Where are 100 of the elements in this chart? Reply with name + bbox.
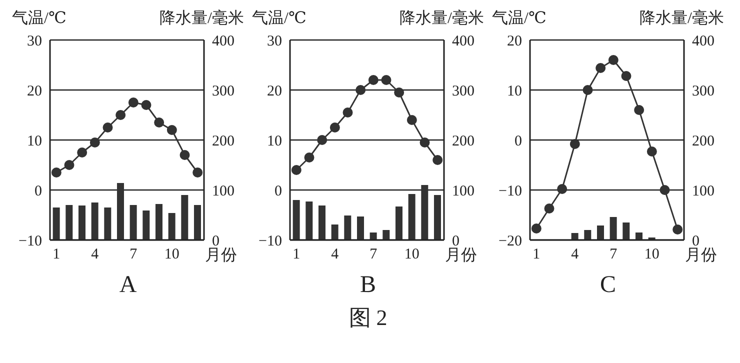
y2-tick-label: 100 [212, 183, 234, 200]
y-axis-title: 气温/℃ [12, 9, 66, 29]
bar [395, 206, 402, 240]
point [51, 168, 62, 178]
y-tick-label: 20 [507, 33, 522, 50]
bar [571, 233, 578, 240]
caption: 图 2 [348, 304, 388, 332]
point [192, 168, 203, 178]
bar [318, 206, 326, 240]
y2-tick-label: 100 [692, 183, 714, 200]
point [596, 63, 606, 73]
bar [78, 206, 86, 240]
point [381, 75, 392, 85]
bar [194, 205, 201, 240]
bar [292, 200, 300, 240]
y-tick-label: −20 [498, 233, 522, 250]
y2-tick-label: 400 [692, 33, 714, 50]
point [634, 105, 644, 115]
point [420, 138, 430, 148]
y-tick-label: −10 [498, 183, 522, 200]
text: B [358, 272, 377, 299]
bar [370, 232, 377, 240]
bar [130, 205, 137, 240]
point [77, 148, 88, 158]
point [128, 98, 138, 108]
bar [116, 183, 124, 240]
y-tick-label: 0 [514, 133, 522, 150]
y2-tick-label: 300 [692, 83, 714, 100]
point [116, 110, 126, 120]
y2-tick-label: 400 [212, 33, 234, 50]
bar [181, 195, 188, 240]
point [531, 224, 542, 234]
x-axis-title: 月份 [445, 247, 477, 264]
bar [331, 224, 338, 240]
bar [622, 222, 630, 240]
bar [421, 185, 428, 240]
x-tick-label: 7 [130, 246, 138, 263]
y2-tick-label: 200 [452, 133, 474, 150]
bar [408, 194, 416, 240]
bar [104, 208, 112, 240]
y-tick-label: 10 [267, 133, 282, 150]
y-tick-label: 30 [267, 33, 282, 50]
y-tick-label: 0 [274, 183, 282, 200]
y-tick-label: 10 [27, 133, 42, 150]
bar [596, 226, 604, 240]
y2-tick-label: 200 [212, 133, 234, 150]
x-tick-label: 4 [331, 246, 340, 263]
bar [382, 230, 390, 240]
point [368, 75, 378, 85]
point [557, 184, 568, 194]
y2-tick-label: 200 [692, 133, 714, 150]
point [406, 115, 417, 125]
point [342, 108, 353, 118]
bar [356, 216, 364, 240]
y-tick-label: 30 [27, 33, 42, 50]
point [544, 204, 554, 214]
point [317, 135, 328, 145]
point [660, 185, 670, 195]
y2-tick-label: 300 [212, 83, 234, 100]
x-tick-label: 10 [644, 246, 660, 263]
point [90, 138, 100, 148]
bar [584, 230, 592, 240]
x-tick-label: 1 [52, 246, 60, 263]
bar [66, 205, 73, 240]
point [394, 88, 404, 98]
point [291, 165, 302, 175]
point [608, 55, 618, 65]
y2-tick-label: 400 [452, 33, 474, 50]
point [432, 155, 443, 165]
y-axis-title: 气温/℃ [492, 9, 546, 29]
point [570, 139, 580, 149]
y-tick-label: −10 [18, 233, 42, 250]
point [154, 118, 164, 128]
y-tick-label: 0 [34, 183, 42, 200]
x-tick-label: 4 [571, 246, 580, 263]
x-tick-label: 7 [370, 246, 378, 263]
y-tick-label: 10 [507, 83, 522, 100]
point [64, 160, 74, 170]
x-tick-label: 7 [610, 246, 618, 263]
x-tick-label: 10 [164, 246, 180, 263]
y-tick-label: 20 [27, 83, 42, 100]
y2-tick-label: 300 [452, 83, 474, 100]
y2-axis-title: 降水量/毫米 [400, 8, 484, 29]
x-axis-title: 月份 [685, 247, 717, 264]
y-axis-title: 气温/℃ [252, 9, 306, 29]
text: C [598, 272, 617, 299]
bar [155, 204, 162, 240]
point [304, 152, 314, 162]
bar [434, 195, 441, 240]
bar [168, 213, 176, 240]
x-tick-label: 10 [404, 246, 420, 263]
x-tick-label: 4 [91, 246, 100, 263]
y-tick-label: −10 [258, 233, 282, 250]
x-tick-label: 1 [292, 246, 300, 263]
bar [610, 217, 617, 240]
bar [306, 202, 313, 240]
point [166, 125, 177, 135]
point [141, 100, 152, 110]
y2-axis-title: 降水量/毫米 [160, 8, 244, 29]
point [621, 71, 632, 81]
